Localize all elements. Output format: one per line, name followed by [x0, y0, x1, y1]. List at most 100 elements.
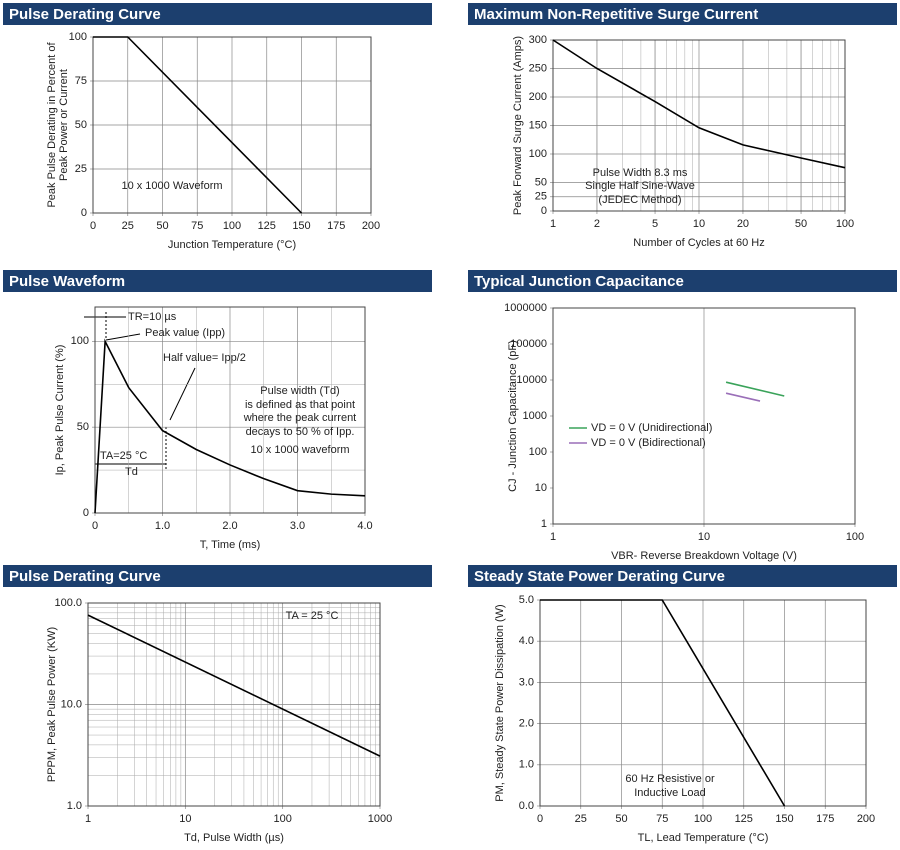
y-tick-label: 2.0 — [519, 718, 534, 730]
chart-title: Steady State Power Derating Curve — [474, 568, 725, 585]
x-tick-label: 175 — [327, 220, 345, 232]
annotation: (JEDEC Method) — [598, 194, 681, 206]
annotation: 10 x 1000 waveform — [250, 444, 349, 456]
y-tick-label: 100 — [529, 148, 547, 160]
data-line — [87, 614, 381, 757]
y-tick-label: 1 — [541, 518, 547, 530]
header-bar — [3, 565, 432, 587]
x-tick-label: 125 — [735, 813, 753, 825]
y-tick-label: 300 — [529, 34, 547, 46]
chart-title: Maximum Non-Repetitive Surge Current — [474, 6, 758, 23]
chart: Typical Junction Capacitance 1 10 100 1 10 100… — [468, 270, 897, 562]
header-bar — [3, 270, 432, 292]
y-tick-label: 150 — [529, 119, 547, 131]
y-axis-label: Ip, Peak Pulse Current (%) — [54, 345, 66, 476]
y-tick-label: 0 — [81, 207, 87, 219]
y-tick-label: 4.0 — [519, 635, 534, 647]
chart: Pulse Derating Curve 1 10 100 1000 1.0 10.0 100… — [3, 565, 432, 844]
chart-title: Typical Junction Capacitance — [474, 273, 684, 290]
x-tick-label: 50 — [156, 220, 168, 232]
plot-frame — [552, 307, 856, 525]
x-tick-label: 1 — [85, 813, 91, 825]
y-tick-label: 1.0 — [519, 759, 534, 771]
y-tick-label: 5.0 — [519, 594, 534, 606]
x-axis-label: T, Time (ms) — [200, 539, 261, 551]
x-tick-label: 1 — [550, 218, 556, 230]
x-tick-label: 0 — [90, 220, 96, 232]
x-tick-label: 25 — [575, 813, 587, 825]
x-tick-label: 5 — [652, 218, 658, 230]
data-line — [94, 338, 366, 514]
x-tick-label: 25 — [122, 220, 134, 232]
x-tick-label: 150 — [292, 220, 310, 232]
y-axis-label: Peak Pulse Derating in Percent of — [46, 42, 58, 208]
y-tick-label: 1000 — [523, 410, 547, 422]
x-axis-label: VBR- Reverse Breakdown Voltage (V) — [611, 550, 797, 562]
x-tick-label: 150 — [775, 813, 793, 825]
annotation: 60 Hz Resistive or — [625, 773, 715, 785]
x-axis-label: TL, Lead Temperature (°C) — [638, 832, 769, 844]
half-pointer — [169, 367, 196, 421]
peak-pointer — [105, 333, 141, 341]
annotation: 10 x 1000 Waveform — [121, 180, 222, 192]
y-axis-label: Peak Forward Surge Current (Amps) — [512, 36, 524, 215]
chart: Maximum Non-Repetitive Surge Current 1 2 5 1… — [468, 3, 897, 249]
y-tick-label: 50 — [75, 119, 87, 131]
data-line — [540, 599, 786, 807]
x-axis-label: Number of Cycles at 60 Hz — [633, 237, 764, 249]
y-tick-label: 200 — [529, 91, 547, 103]
y-tick-label: 100000 — [510, 338, 547, 350]
x-tick-label: 2.0 — [222, 520, 237, 532]
x-tick-label: 10 — [693, 218, 705, 230]
annotation: Td — [125, 466, 138, 478]
y-tick-label: 100 — [69, 31, 87, 43]
annotation: Pulse Width 8.3 ms — [593, 167, 688, 179]
annotation: is defined as that point — [245, 399, 355, 411]
x-tick-label: 1000 — [368, 813, 392, 825]
y-tick-label: 1.0 — [67, 800, 82, 812]
y-tick-label: 0 — [83, 507, 89, 519]
header-bar — [3, 3, 432, 25]
x-tick-label: 2 — [594, 218, 600, 230]
y-tick-label: 0.0 — [519, 800, 534, 812]
data-line — [93, 36, 303, 214]
y-tick-label: 3.0 — [519, 676, 534, 688]
annotation: TR=10 µs — [128, 311, 177, 323]
plot-frame — [92, 36, 372, 214]
x-tick-label: 0 — [537, 813, 543, 825]
chart-title: Pulse Waveform — [9, 273, 125, 290]
x-tick-label: 100 — [694, 813, 712, 825]
x-tick-label: 200 — [857, 813, 875, 825]
plot-frame — [94, 306, 366, 514]
x-tick-label: 1 — [550, 531, 556, 543]
annotation: Single Half Sine-Wave — [585, 180, 695, 192]
chart: Pulse Waveform 0 1.0 2.0 3.0 4.0 0 50 100 T, Time… — [3, 270, 432, 551]
x-tick-label: 100 — [836, 218, 854, 230]
y-tick-label: 10 — [535, 482, 547, 494]
header-bar — [468, 565, 897, 587]
y-tick-label: 100.0 — [54, 597, 82, 609]
y-tick-label: 100 — [529, 446, 547, 458]
y-tick-label: 50 — [77, 421, 89, 433]
x-tick-label: 125 — [258, 220, 276, 232]
chart: Steady State Power Derating Curve 0 25 50 75… — [468, 565, 897, 844]
annotation: Peak value (Ipp) — [145, 327, 225, 339]
header-bar — [468, 270, 897, 292]
chart-title: Pulse Derating Curve — [9, 568, 161, 585]
x-axis-label: Td, Pulse Width (µs) — [184, 832, 284, 844]
x-tick-label: 75 — [656, 813, 668, 825]
annotation: decays to 50 % of Ipp. — [246, 426, 355, 438]
x-tick-label: 50 — [615, 813, 627, 825]
data-line — [725, 381, 785, 397]
data-line — [725, 392, 761, 402]
x-tick-label: 50 — [795, 218, 807, 230]
y-axis-label: CJ - Junction Capacitance (pF) — [507, 340, 519, 492]
x-tick-label: 100 — [846, 531, 864, 543]
y-tick-label: 250 — [529, 62, 547, 74]
y-tick-label: 50 — [535, 176, 547, 188]
y-tick-label: 1000000 — [504, 302, 547, 314]
x-tick-label: 175 — [816, 813, 834, 825]
x-tick-label: 100 — [273, 813, 291, 825]
x-tick-label: 10 — [179, 813, 191, 825]
